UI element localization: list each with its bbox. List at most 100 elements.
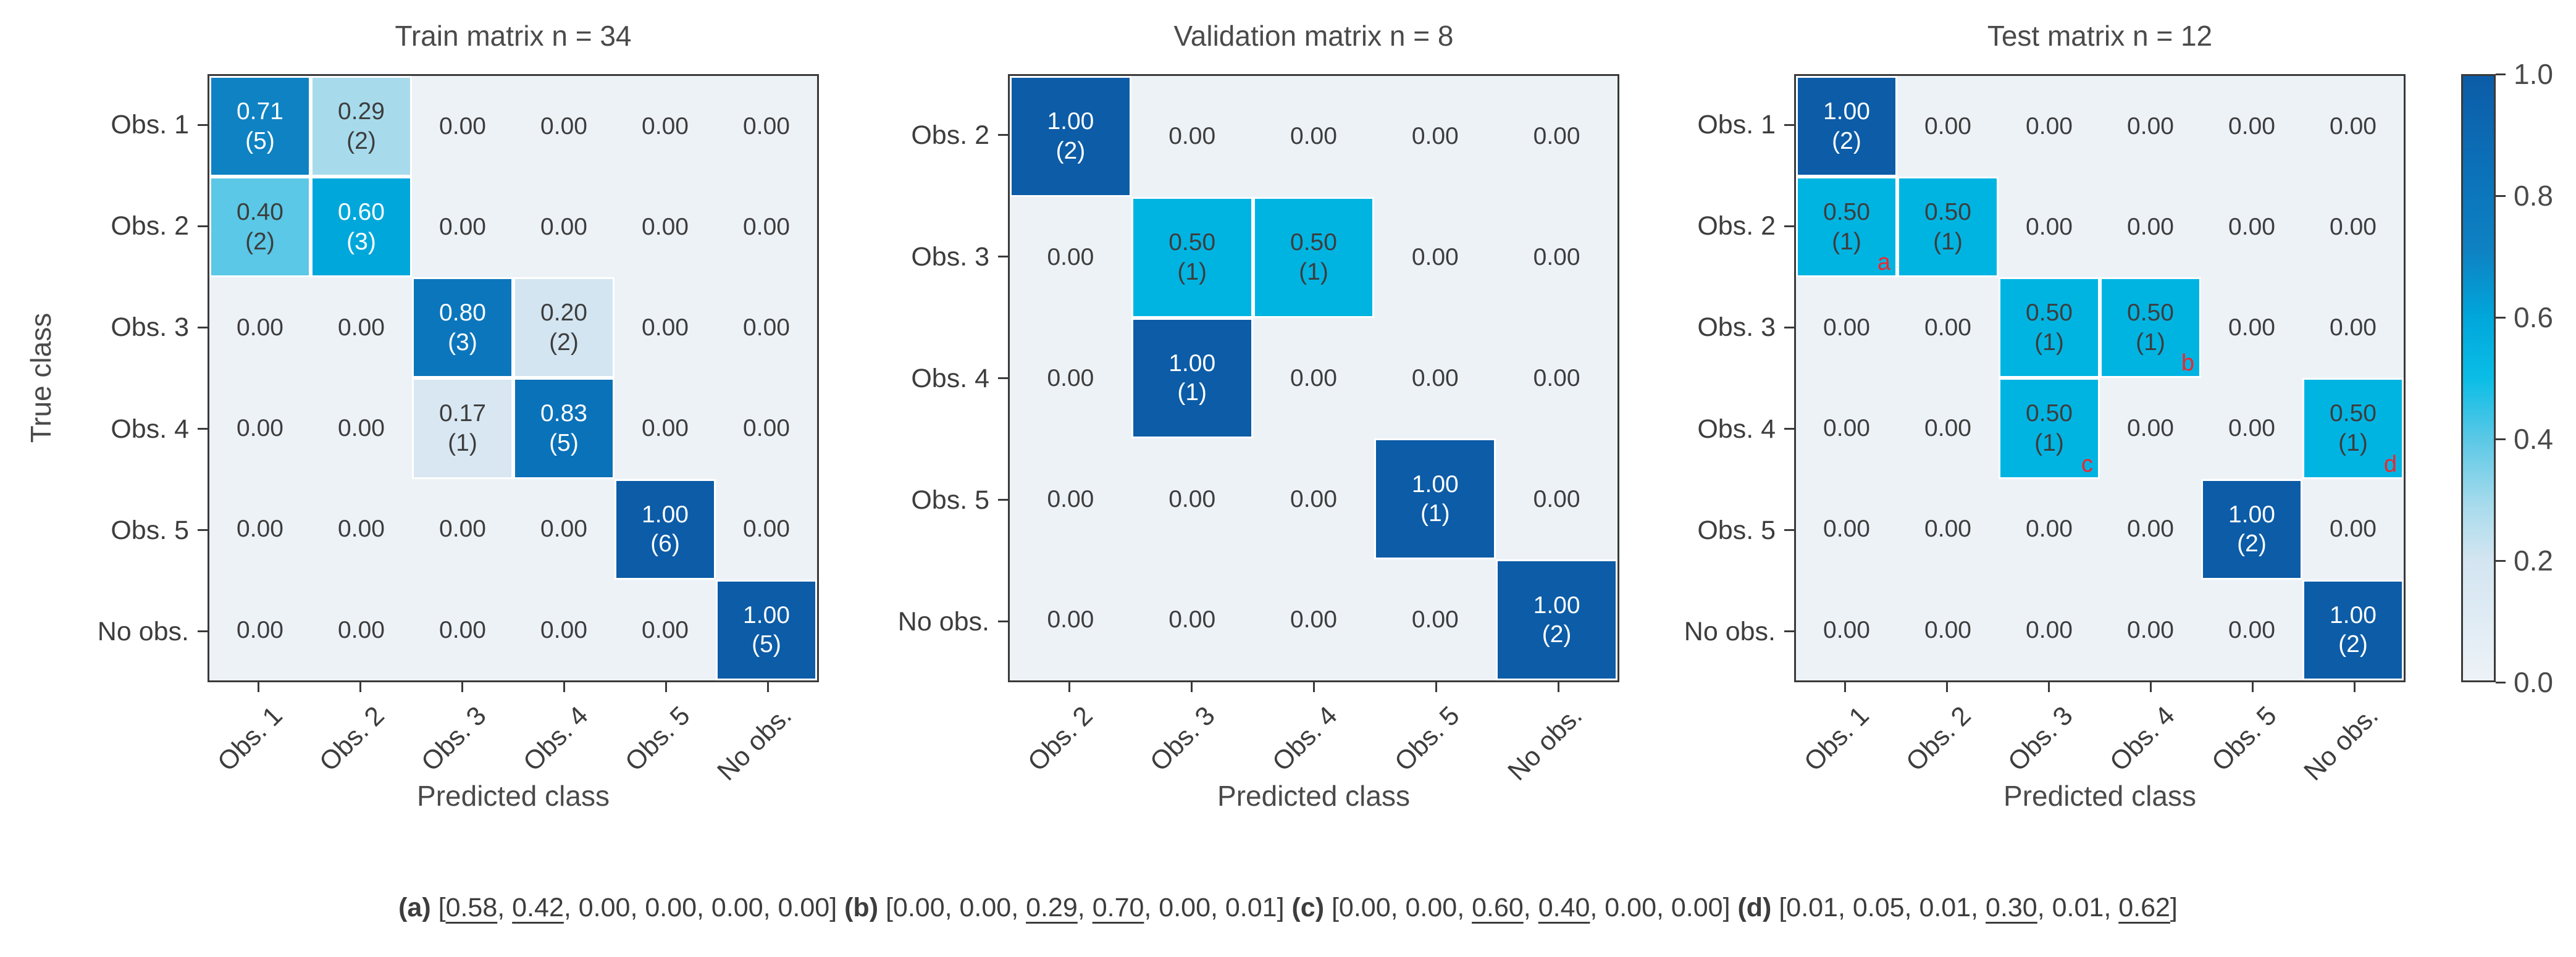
y-tick-label: Obs. 1 [111, 110, 189, 140]
cell-value: 0.00 [2330, 516, 2377, 543]
cell-value: 0.00 [1533, 364, 1580, 391]
colorbar [2461, 74, 2496, 682]
y-tick-label: Obs. 5 [111, 515, 189, 545]
x-tick-label: Obs. 5 [2205, 701, 2283, 777]
x-tick-label: No obs. [1502, 701, 1588, 787]
cell-value: 0.00 [642, 112, 689, 140]
heatmap-cell: 0.00 [1131, 438, 1253, 560]
y-tick-mark [998, 621, 1008, 622]
cell-count: (5) [549, 430, 579, 457]
x-tick-label: Obs. 4 [517, 701, 594, 777]
heatmap-validation: 1.00 (2) 0.00 0.00 0.00 0.00 0.00 0.50 (1) 0.50 (1… [1008, 74, 1619, 682]
heatmap-cell: 1.00 (2) [1010, 76, 1131, 197]
colorbar-tick-mark [2496, 316, 2506, 319]
heatmap-cell: 0.00 [1131, 76, 1253, 197]
x-tick-label: No obs. [711, 701, 798, 787]
heatmap-cell: 0.00 [209, 378, 311, 479]
cell-count: (1) [1832, 228, 1861, 255]
y-tick-mark [998, 377, 1008, 379]
cell-value: 0.00 [2228, 112, 2275, 140]
cell-value: 0.00 [338, 314, 385, 341]
heatmap-cell: 0.00 [615, 378, 716, 479]
caption-marker: (a) [398, 893, 438, 922]
cell-value: 0.00 [237, 415, 283, 442]
cell-value: 0.00 [439, 213, 486, 240]
cell-value: 0.00 [1047, 485, 1094, 512]
cell-value: 0.00 [1411, 606, 1459, 633]
cell-value: 0.00 [2127, 415, 2174, 442]
cell-count: (2) [549, 328, 579, 356]
heatmap-cell: 0.60 (3) [311, 177, 412, 278]
heatmap-cell: 0.00 [2201, 76, 2302, 177]
cell-value: 0.00 [642, 415, 689, 442]
heatmap-cell: 0.00 [1796, 277, 1897, 378]
y-tick-label: No obs. [897, 606, 989, 637]
y-tick-label: Obs. 5 [911, 485, 989, 515]
heatmap-cell: 0.00 [2302, 478, 2404, 580]
cell-value: 0.00 [2127, 213, 2174, 240]
heatmap-cell: 0.00 [1252, 438, 1375, 560]
x-axis-title: Predicted class [2003, 780, 2196, 812]
cell-value: 0.00 [540, 213, 587, 240]
cell-value: 0.00 [2026, 616, 2073, 643]
cell-value: 0.00 [1823, 516, 1870, 543]
heatmap-cell: 1.00 (2) [2302, 579, 2404, 680]
cell-value: 0.00 [1411, 364, 1459, 391]
figure-caption: (a) [0.58, 0.42, 0.00, 0.00, 0.00, 0.00]… [0, 893, 2576, 923]
x-tick-mark [665, 682, 667, 692]
heatmap-cell: 0.00 [1999, 579, 2100, 680]
cell-value: 0.00 [540, 616, 587, 643]
cell-value: 0.00 [1290, 364, 1337, 391]
cell-value: 1.00 [743, 601, 790, 629]
heatmap-cell: 0.00 [311, 277, 412, 378]
heatmap-cell: 0.00 [716, 76, 817, 177]
cell-value: 0.40 [237, 199, 283, 226]
caption-text: , [497, 893, 513, 922]
heatmap-cell: 0.00 [2100, 76, 2201, 177]
x-tick-mark [1312, 682, 1315, 692]
x-tick-mark [461, 682, 463, 692]
y-tick-mark [1784, 225, 1794, 227]
cell-value: 0.00 [2228, 314, 2275, 341]
y-tick-mark [998, 256, 1008, 257]
heatmap-cell: 0.00 [2201, 378, 2302, 479]
y-tick-label: No obs. [1684, 616, 1776, 646]
cell-count: (6) [650, 530, 680, 558]
cell-value: 0.00 [2330, 213, 2377, 240]
heatmap-cell: 0.50 (1) [1999, 277, 2100, 378]
caption-text: , [1077, 893, 1093, 922]
heatmap-cell: 0.00 [1796, 378, 1897, 479]
heatmap-cell: 0.00 [1897, 76, 1999, 177]
cell-value: 0.00 [237, 616, 283, 643]
heatmap-cell: 0.50 (1) [1252, 196, 1375, 318]
cell-count: (2) [1542, 621, 1572, 648]
colorbar-tick-label: 0.8 [2514, 180, 2553, 212]
cell-value: 0.00 [2026, 213, 2073, 240]
y-tick-mark [1784, 529, 1794, 532]
heatmap-cell: 1.00 (1) [1374, 438, 1496, 560]
colorbar-tick-label: 0.0 [2514, 666, 2553, 698]
heatmap-cell: 0.00 [615, 177, 716, 278]
x-tick-mark [2354, 682, 2356, 692]
y-tick-mark [198, 630, 208, 633]
x-tick-label: Obs. 1 [1798, 701, 1875, 777]
caption-underlined-value: 0.58 [445, 893, 498, 922]
heatmap-cell: 1.00 (2) [2201, 478, 2302, 580]
cell-value: 0.50 [2330, 400, 2377, 427]
heatmap-cell: 0.00 [1496, 76, 1617, 197]
colorbar-tick-mark [2496, 681, 2506, 683]
x-axis-title: Predicted class [1217, 780, 1410, 812]
cell-value: 0.00 [1168, 485, 1216, 512]
cell-value: 0.00 [1823, 415, 1870, 442]
cell-value: 0.50 [1290, 229, 1337, 256]
heatmap-cell: 0.00 [1374, 196, 1496, 318]
x-tick-mark [258, 682, 259, 692]
heatmap-cell: 1.00 (2) [1496, 559, 1617, 680]
cell-count: (1) [448, 430, 477, 457]
heatmap-cell: 0.83 (5) [513, 378, 615, 479]
x-tick-label: Obs. 5 [1389, 701, 1466, 777]
heatmap-cell: 0.00 [1252, 317, 1375, 439]
heatmap-cell: 0.00 [1496, 317, 1617, 439]
y-tick-label: Obs. 4 [911, 363, 989, 393]
heatmap-cell: 0.00 [209, 478, 311, 580]
